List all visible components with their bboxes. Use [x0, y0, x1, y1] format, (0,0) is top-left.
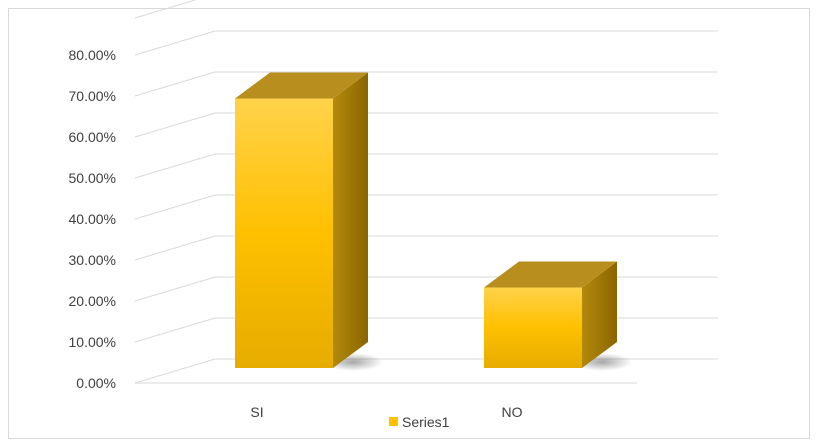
- gridline-depth: [134, 0, 197, 19]
- x-axis-categories: SI NO: [250, 404, 522, 420]
- y-tick-label: 20.00%: [69, 293, 116, 309]
- gridline-depth: [134, 235, 216, 261]
- bar-top: [484, 261, 617, 288]
- y-tick-label: 10.00%: [69, 334, 116, 350]
- y-tick-label: 40.00%: [69, 211, 116, 227]
- gridline-depth: [134, 276, 216, 302]
- bar-side: [582, 261, 617, 368]
- y-tick-label: 80.00%: [69, 47, 116, 63]
- gridline-depth: [134, 194, 216, 220]
- bar-front: [235, 98, 333, 368]
- bar-side: [333, 72, 368, 368]
- gridline-depth: [134, 71, 216, 97]
- y-tick-label: 60.00%: [69, 129, 116, 145]
- x-category-label: SI: [250, 404, 263, 420]
- y-tick-label: 50.00%: [69, 170, 116, 186]
- x-category-label: NO: [502, 404, 523, 420]
- y-tick-label: 30.00%: [69, 252, 116, 268]
- legend-label: Series1: [402, 414, 450, 430]
- y-tick-label: 70.00%: [69, 88, 116, 104]
- gridline-depth: [134, 317, 216, 343]
- gridline-depth: [134, 358, 216, 384]
- bars: [235, 72, 632, 371]
- gridlines: [134, 0, 718, 384]
- y-tick-label: 0.00%: [76, 375, 116, 391]
- gridline-depth: [134, 30, 216, 56]
- gridline-depth: [134, 153, 216, 179]
- chart-frame: [8, 8, 810, 439]
- legend: Series1: [389, 414, 450, 430]
- y-axis-ticks: 0.00% 10.00% 20.00% 30.00% 40.00% 50.00% 60.00…: [69, 47, 116, 391]
- legend-swatch: [389, 417, 398, 426]
- gridline-depth: [134, 112, 216, 138]
- bar-front: [484, 287, 582, 368]
- bar-top: [235, 72, 368, 99]
